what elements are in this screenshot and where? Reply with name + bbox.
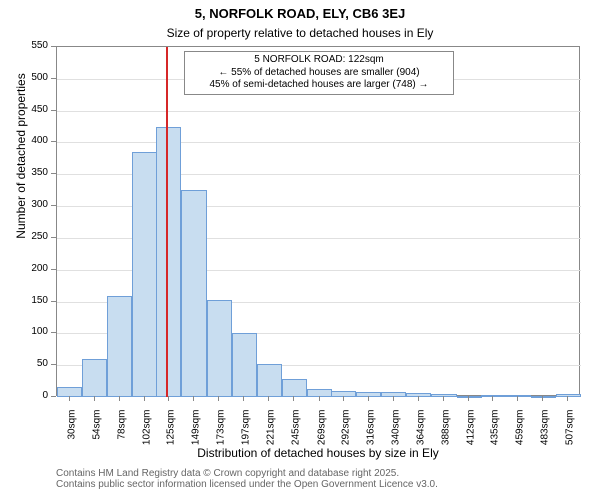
x-tick-label: 459sqm [515, 410, 526, 460]
x-tick-mark [69, 396, 70, 401]
histogram-bar [257, 364, 282, 397]
histogram-bar [307, 389, 332, 397]
x-tick-mark [517, 396, 518, 401]
histogram-bar [107, 296, 132, 397]
x-tick-label: 435sqm [490, 410, 501, 460]
y-tick-mark [51, 269, 56, 270]
x-tick-mark [567, 396, 568, 401]
x-tick-label: 316sqm [365, 410, 376, 460]
gridline [57, 111, 581, 112]
histogram-bar [356, 392, 381, 397]
x-tick-mark [268, 396, 269, 401]
reference-line [166, 47, 168, 397]
histogram-bar [406, 393, 431, 397]
y-tick-mark [51, 110, 56, 111]
histogram-bar [282, 379, 307, 397]
y-tick-mark [51, 332, 56, 333]
footer-line-1: Contains HM Land Registry data © Crown c… [56, 468, 600, 479]
x-tick-mark [319, 396, 320, 401]
x-tick-mark [119, 396, 120, 401]
x-tick-mark [168, 396, 169, 401]
x-tick-label: 54sqm [91, 410, 102, 460]
chart-container: 5, NORFOLK ROAD, ELY, CB6 3EJ Size of pr… [0, 0, 600, 500]
y-tick-mark [51, 205, 56, 206]
y-tick-mark [51, 301, 56, 302]
x-tick-mark [443, 396, 444, 401]
y-tick-mark [51, 141, 56, 142]
x-tick-label: 364sqm [415, 410, 426, 460]
x-tick-label: 125sqm [165, 410, 176, 460]
y-tick-label: 50 [0, 358, 48, 369]
y-tick-mark [51, 46, 56, 47]
chart-subtitle: Size of property relative to detached ho… [0, 26, 600, 40]
x-tick-label: 173sqm [216, 410, 227, 460]
footer-line-2: Contains public sector information licen… [56, 479, 600, 490]
x-tick-label: 78sqm [116, 410, 127, 460]
y-tick-label: 500 [0, 72, 48, 83]
annotation-line: 5 NORFOLK ROAD: 122sqm [191, 54, 447, 67]
y-tick-label: 250 [0, 231, 48, 242]
chart-title: 5, NORFOLK ROAD, ELY, CB6 3EJ [0, 6, 600, 21]
x-tick-mark [218, 396, 219, 401]
x-tick-label: 102sqm [141, 410, 152, 460]
footer-attribution: Contains HM Land Registry data © Crown c… [0, 468, 600, 490]
annotation-box: 5 NORFOLK ROAD: 122sqm← 55% of detached … [184, 51, 454, 95]
x-tick-mark [144, 396, 145, 401]
histogram-bar [181, 190, 206, 397]
x-tick-label: 412sqm [466, 410, 477, 460]
x-tick-label: 388sqm [440, 410, 451, 460]
y-tick-label: 200 [0, 263, 48, 274]
y-tick-label: 0 [0, 390, 48, 401]
histogram-bar [156, 127, 181, 397]
y-tick-label: 100 [0, 326, 48, 337]
y-tick-label: 550 [0, 40, 48, 51]
y-tick-mark [51, 173, 56, 174]
x-tick-mark [468, 396, 469, 401]
gridline [57, 142, 581, 143]
histogram-bar [232, 333, 257, 397]
x-tick-label: 340sqm [390, 410, 401, 460]
x-tick-mark [193, 396, 194, 401]
plot-area: 5 NORFOLK ROAD: 122sqm← 55% of detached … [56, 46, 580, 396]
y-tick-label: 350 [0, 167, 48, 178]
x-tick-label: 292sqm [340, 410, 351, 460]
y-tick-label: 450 [0, 104, 48, 115]
x-tick-mark [243, 396, 244, 401]
annotation-line: ← 55% of detached houses are smaller (90… [191, 67, 447, 80]
y-tick-mark [51, 396, 56, 397]
x-tick-label: 245sqm [291, 410, 302, 460]
x-tick-mark [293, 396, 294, 401]
x-tick-mark [418, 396, 419, 401]
x-tick-label: 507sqm [565, 410, 576, 460]
histogram-bar [132, 152, 157, 397]
y-tick-mark [51, 78, 56, 79]
x-tick-label: 221sqm [266, 410, 277, 460]
y-tick-mark [51, 237, 56, 238]
x-tick-mark [94, 396, 95, 401]
histogram-bar [556, 394, 581, 397]
x-tick-label: 197sqm [241, 410, 252, 460]
histogram-bar [57, 387, 82, 397]
x-tick-mark [368, 396, 369, 401]
y-tick-label: 300 [0, 199, 48, 210]
y-tick-label: 150 [0, 295, 48, 306]
x-tick-label: 149sqm [191, 410, 202, 460]
x-tick-label: 30sqm [66, 410, 77, 460]
x-tick-mark [393, 396, 394, 401]
histogram-bar [457, 396, 482, 398]
x-tick-mark [542, 396, 543, 401]
x-tick-label: 483sqm [540, 410, 551, 460]
x-tick-label: 269sqm [316, 410, 327, 460]
annotation-line: 45% of semi-detached houses are larger (… [191, 79, 447, 92]
histogram-bar [506, 395, 531, 397]
x-tick-mark [492, 396, 493, 401]
x-tick-mark [343, 396, 344, 401]
histogram-bar [207, 300, 232, 397]
y-tick-mark [51, 364, 56, 365]
histogram-bar [82, 359, 107, 397]
y-tick-label: 400 [0, 135, 48, 146]
